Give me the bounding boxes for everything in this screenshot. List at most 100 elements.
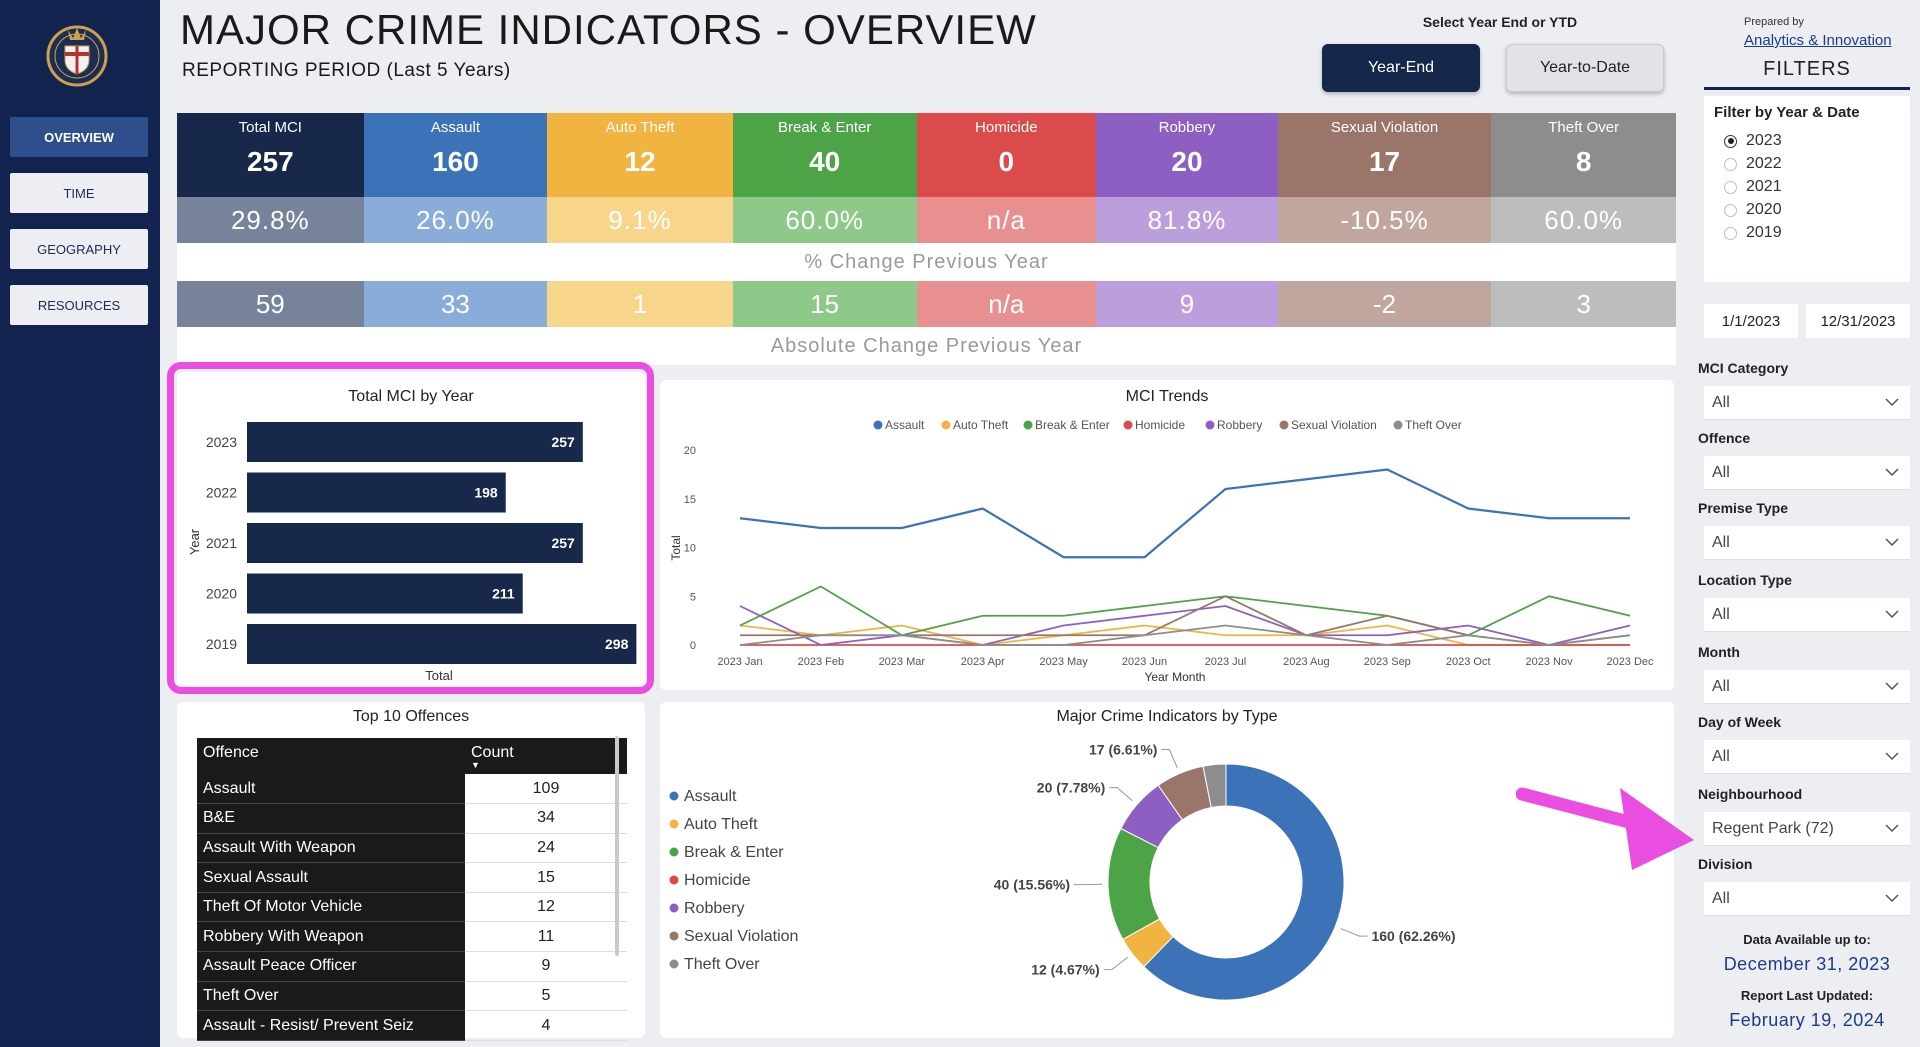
legend-swatch xyxy=(1393,420,1403,430)
year-radio-2019[interactable]: 2019 xyxy=(1724,224,1782,242)
kpi-total-mci[interactable]: Total MCI 257 xyxy=(177,113,364,197)
x-axis-label: Year Month xyxy=(1145,670,1206,684)
nav-resources[interactable]: RESOURCES xyxy=(10,285,148,325)
year-to-date-button[interactable]: Year-to-Date xyxy=(1506,44,1664,92)
slice-value-label: 17 (6.61%) xyxy=(1089,742,1157,758)
division-filter-value: All xyxy=(1712,889,1730,907)
mci-trends-panel: MCI Trends 0 5 10 15 20 2023 Jan 2023 Feb 2023 … xyxy=(660,380,1674,690)
kpi-abs-change: 9 xyxy=(1096,281,1278,327)
year-radio-label: 2019 xyxy=(1746,224,1782,241)
year-radio-2023[interactable]: 2023 xyxy=(1724,132,1782,150)
year-radio-label: 2023 xyxy=(1746,132,1782,149)
kpi-assault[interactable]: Assault 160 xyxy=(363,113,548,197)
kpi-name: Auto Theft xyxy=(605,119,675,136)
y-axis-label: Year xyxy=(187,528,202,555)
kpi-sexual-violation[interactable]: Sexual Violation 17 xyxy=(1277,113,1492,197)
kpi-abs-change-row: 59 33 1 15 n/a 9 -2 3 xyxy=(177,281,1676,327)
legend-label: Break & Enter xyxy=(684,844,784,861)
kpi-robbery[interactable]: Robbery 20 xyxy=(1096,113,1278,197)
legend-swatch xyxy=(669,791,679,801)
date-to-input[interactable]: 12/31/2023 xyxy=(1806,304,1910,338)
offence-column-header[interactable]: Offence xyxy=(197,738,465,774)
offences-scrollbar[interactable] xyxy=(615,736,619,956)
page-subtitle: REPORTING PERIOD (Last 5 Years) xyxy=(182,60,511,81)
chevron-down-icon xyxy=(1885,610,1899,619)
table-row[interactable]: Theft Over 5 xyxy=(197,981,627,1012)
table-row[interactable]: Theft Of Motor Vehicle 12 xyxy=(197,892,627,923)
month-filter-value: All xyxy=(1712,677,1730,695)
legend-swatch xyxy=(669,903,679,913)
table-row[interactable]: Robbery With Weapon 11 xyxy=(197,921,627,953)
x-tick-label: 2023 Feb xyxy=(798,656,844,668)
month-filter-dropdown[interactable]: All xyxy=(1704,670,1910,704)
y-tick-label: 10 xyxy=(684,543,696,555)
nav-geography[interactable]: GEOGRAPHY xyxy=(10,229,148,269)
total-mci-by-year-title: Total MCI by Year xyxy=(348,388,474,405)
count-cell: 9 xyxy=(465,951,627,982)
year-radio-label: 2020 xyxy=(1746,201,1782,218)
legend-swatch xyxy=(873,420,883,430)
top-offences-table: Offence Count ▼ Assault 109 B&E 34 Assault W… xyxy=(197,738,627,1041)
data-available-label: Data Available up to: xyxy=(1743,932,1871,947)
year-end-button[interactable]: Year-End xyxy=(1322,44,1480,92)
nav-overview[interactable]: OVERVIEW xyxy=(10,117,148,157)
bar-category-label: 2022 xyxy=(206,485,237,501)
analytics-innovation-link[interactable]: Analytics & Innovation xyxy=(1744,32,1892,49)
chevron-down-icon xyxy=(1885,682,1899,691)
mci-category-filter-dropdown[interactable]: All xyxy=(1704,386,1910,420)
offence-filter-dropdown[interactable]: All xyxy=(1704,456,1910,490)
kpi-auto-theft[interactable]: Auto Theft 12 xyxy=(547,113,733,197)
count-column-header[interactable]: Count ▼ xyxy=(465,738,627,774)
table-row[interactable]: Assault With Weapon 24 xyxy=(197,833,627,864)
legend-label: Theft Over xyxy=(1405,418,1462,432)
legend-swatch xyxy=(1279,420,1289,430)
location-type-filter-label: Location Type xyxy=(1698,572,1792,588)
x-tick-label: 2023 Mar xyxy=(879,656,926,668)
mci-by-type-chart: Assault Auto Theft Break & Enter Homicide Ro… xyxy=(669,742,1456,1001)
donut-slice-break-enter xyxy=(1107,827,1161,941)
bar-2021 xyxy=(247,523,583,563)
table-row[interactable]: Sexual Assault 15 xyxy=(197,862,627,893)
date-from-input[interactable]: 1/1/2023 xyxy=(1704,304,1798,338)
year-radio-2022[interactable]: 2022 xyxy=(1724,155,1782,173)
nav-time[interactable]: TIME xyxy=(10,173,148,213)
year-end-ytd-label: Select Year End or YTD xyxy=(1422,14,1578,30)
day-of-week-filter-dropdown[interactable]: All xyxy=(1704,740,1910,774)
legend-label: Robbery xyxy=(684,900,744,917)
sidebar: OVERVIEW TIME GEOGRAPHY RESOURCES xyxy=(0,0,160,1047)
count-cell: 12 xyxy=(465,892,627,923)
series-line-assault xyxy=(739,468,1630,559)
legend-label: Sexual Violation xyxy=(1291,418,1377,432)
premise-type-filter-dropdown[interactable]: All xyxy=(1704,526,1910,560)
year-filter-title: Filter by Year & Date xyxy=(1714,104,1860,121)
table-row[interactable]: Assault 109 xyxy=(197,774,627,805)
kpi-break-enter[interactable]: Break & Enter 40 xyxy=(732,113,917,197)
offence-filter-label: Offence xyxy=(1698,430,1751,446)
legend-swatch xyxy=(669,819,679,829)
kpi-value: 8 xyxy=(1575,146,1592,177)
year-radio-label: 2022 xyxy=(1746,155,1782,172)
radio-button-icon xyxy=(1724,180,1737,194)
division-filter-dropdown[interactable]: All xyxy=(1704,882,1910,916)
neighbourhood-filter-dropdown[interactable]: Regent Park (72) xyxy=(1704,812,1910,846)
x-axis-label: Total xyxy=(425,668,453,683)
police-crest-logo xyxy=(46,25,108,87)
slice-value-label: 40 (15.56%) xyxy=(994,877,1070,893)
kpi-homicide[interactable]: Homicide 0 xyxy=(916,113,1097,197)
mci-trends-chart: 0 5 10 15 20 2023 Jan 2023 Feb 2023 Mar 2023 Apr… xyxy=(669,418,1654,684)
table-row[interactable]: Assault - Resist/ Prevent Seiz 4 xyxy=(197,1010,627,1041)
offence-cell: Assault - Resist/ Prevent Seiz xyxy=(197,1010,465,1041)
legend-swatch xyxy=(669,931,679,941)
year-radio-2020[interactable]: 2020 xyxy=(1724,201,1782,219)
kpi-value: 17 xyxy=(1368,146,1401,177)
kpi-abs-change: 15 xyxy=(732,281,917,327)
year-radio-2021[interactable]: 2021 xyxy=(1724,178,1782,196)
offence-cell: Assault xyxy=(197,774,465,805)
table-row[interactable]: B&E 34 xyxy=(197,803,627,834)
kpi-theft-over[interactable]: Theft Over 8 xyxy=(1491,113,1676,197)
location-type-filter-dropdown[interactable]: All xyxy=(1704,598,1910,632)
slice-value-label: 160 (62.26%) xyxy=(1371,928,1455,944)
slice-value-label: 12 (4.67%) xyxy=(1031,962,1099,978)
table-row[interactable]: Assault Peace Officer 9 xyxy=(197,951,627,982)
kpi-name: Theft Over xyxy=(1548,119,1620,136)
